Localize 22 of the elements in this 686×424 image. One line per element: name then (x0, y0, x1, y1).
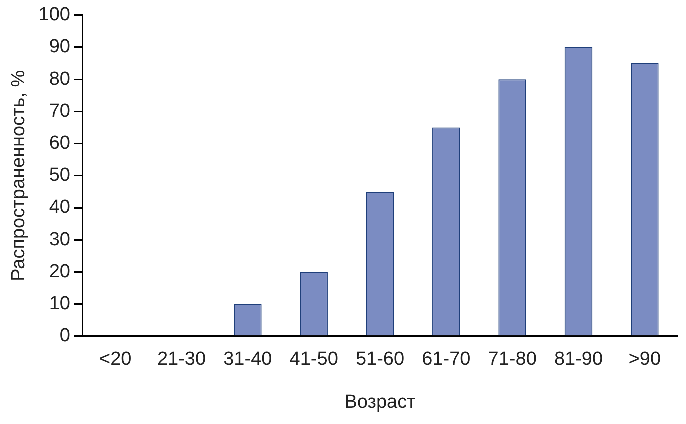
y-axis-title: Распространенность, % (8, 70, 30, 282)
x-tick-label: 61-70 (422, 349, 471, 370)
x-tick-label: <20 (99, 349, 132, 370)
x-tick-label: 31-40 (224, 349, 272, 370)
y-tick-label: 10 (49, 294, 70, 315)
y-tick-label: 40 (49, 197, 70, 218)
x-tick-label: 71-80 (488, 349, 537, 370)
x-tick-label: 81-90 (554, 349, 604, 370)
y-tick-label: 90 (49, 36, 70, 58)
y-tick-label: 80 (49, 68, 70, 90)
y-tick-label: 70 (49, 100, 70, 122)
y-tick-label: 20 (49, 261, 70, 282)
y-tick-label: 60 (49, 133, 70, 154)
y-tick-label: 50 (49, 165, 70, 186)
x-tick-label: 41-50 (290, 349, 338, 370)
y-tick-label: 100 (38, 4, 70, 26)
x-tick-label: 51-60 (356, 349, 405, 370)
x-tick-label: >90 (628, 349, 662, 370)
y-tick-label: 0 (60, 326, 70, 347)
x-tick-label: 21-30 (157, 349, 206, 370)
y-tick-label: 30 (49, 229, 70, 250)
x-axis-title: Возраст (344, 392, 416, 413)
